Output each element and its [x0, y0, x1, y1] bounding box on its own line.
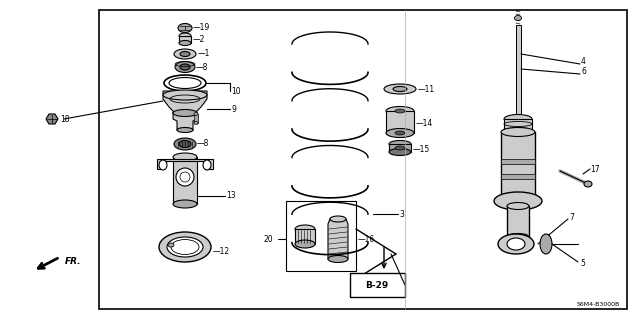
Text: 10: 10 — [231, 86, 241, 95]
Ellipse shape — [501, 128, 535, 137]
Bar — [179, 36, 191, 43]
Text: —19: —19 — [193, 24, 211, 33]
Ellipse shape — [179, 140, 191, 147]
Text: —8: —8 — [197, 139, 209, 149]
Ellipse shape — [180, 51, 190, 56]
Text: 9: 9 — [231, 105, 236, 114]
Bar — [350, 273, 405, 297]
Text: 17: 17 — [590, 165, 600, 174]
Text: —16: —16 — [358, 234, 375, 243]
Ellipse shape — [179, 33, 191, 39]
Ellipse shape — [494, 192, 542, 210]
Text: —12: —12 — [213, 248, 230, 256]
Bar — [501, 132, 535, 201]
Text: 13: 13 — [226, 191, 236, 201]
Ellipse shape — [168, 243, 174, 247]
Text: —1: —1 — [198, 49, 211, 58]
Text: B-29: B-29 — [365, 280, 388, 290]
Text: FR.: FR. — [65, 257, 81, 266]
Ellipse shape — [498, 234, 534, 254]
Ellipse shape — [504, 115, 532, 123]
Ellipse shape — [179, 41, 191, 46]
Bar — [516, 25, 521, 124]
Text: —2: —2 — [193, 34, 205, 43]
Text: 18: 18 — [60, 115, 70, 123]
Ellipse shape — [194, 113, 198, 115]
Polygon shape — [328, 219, 348, 259]
Ellipse shape — [504, 128, 532, 137]
Ellipse shape — [173, 200, 197, 208]
Ellipse shape — [540, 234, 552, 254]
Ellipse shape — [295, 225, 315, 233]
Polygon shape — [163, 91, 207, 130]
Ellipse shape — [507, 234, 529, 241]
Ellipse shape — [501, 197, 535, 205]
Ellipse shape — [159, 232, 211, 262]
Polygon shape — [46, 114, 58, 124]
Bar — [501, 174, 535, 179]
Text: —15: —15 — [413, 145, 430, 153]
Text: 5: 5 — [580, 259, 585, 269]
Bar — [286, 201, 356, 271]
Ellipse shape — [384, 84, 416, 94]
Text: —14: —14 — [416, 118, 433, 128]
Ellipse shape — [389, 140, 411, 147]
Ellipse shape — [178, 24, 192, 33]
Ellipse shape — [203, 160, 211, 170]
Ellipse shape — [169, 78, 201, 88]
Ellipse shape — [386, 129, 414, 137]
Ellipse shape — [395, 146, 405, 150]
Ellipse shape — [173, 153, 197, 161]
Ellipse shape — [393, 86, 407, 92]
Ellipse shape — [515, 16, 522, 20]
Bar — [389, 144, 411, 152]
Ellipse shape — [386, 107, 414, 115]
Ellipse shape — [507, 238, 525, 250]
Text: 20: 20 — [264, 234, 274, 243]
Ellipse shape — [194, 122, 198, 124]
Text: 4: 4 — [581, 56, 586, 65]
Bar — [295, 229, 315, 244]
Ellipse shape — [163, 90, 207, 100]
Text: 3: 3 — [399, 210, 404, 219]
Ellipse shape — [174, 49, 196, 59]
Ellipse shape — [395, 131, 405, 135]
Ellipse shape — [167, 237, 203, 257]
Ellipse shape — [330, 216, 346, 222]
Bar — [194, 114, 198, 123]
Ellipse shape — [159, 160, 167, 170]
Text: —11: —11 — [418, 85, 435, 93]
Text: S6M4-B3000B: S6M4-B3000B — [577, 301, 620, 307]
Text: 6: 6 — [581, 68, 586, 77]
Ellipse shape — [584, 181, 592, 187]
Ellipse shape — [295, 240, 315, 248]
Bar — [173, 157, 197, 204]
Bar — [507, 206, 529, 237]
Ellipse shape — [175, 62, 195, 72]
Ellipse shape — [174, 138, 196, 150]
Text: 7: 7 — [569, 213, 574, 222]
Ellipse shape — [177, 128, 193, 132]
Ellipse shape — [389, 149, 411, 155]
Polygon shape — [157, 159, 213, 169]
Ellipse shape — [395, 109, 405, 113]
Bar — [386, 111, 414, 133]
Ellipse shape — [180, 64, 190, 70]
Bar — [501, 159, 535, 164]
Ellipse shape — [328, 256, 348, 263]
Bar — [99, 10, 627, 309]
Bar — [504, 119, 532, 132]
Ellipse shape — [176, 168, 194, 186]
Text: —8: —8 — [196, 63, 209, 71]
Ellipse shape — [507, 203, 529, 210]
Ellipse shape — [173, 109, 197, 116]
